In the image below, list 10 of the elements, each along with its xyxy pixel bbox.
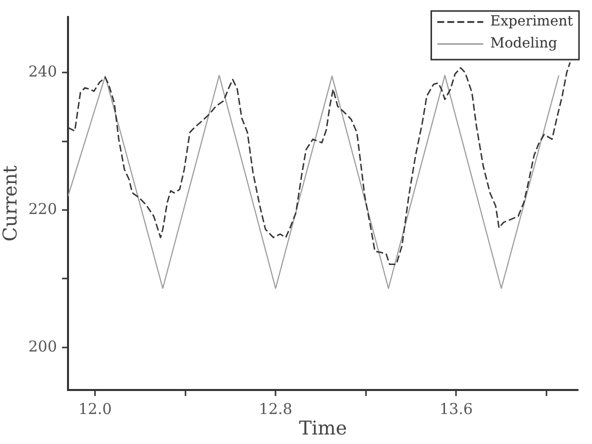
legend-label: Modeling: [490, 36, 558, 52]
x-tick-label: 13.6: [439, 400, 473, 418]
legend-label: Experiment: [490, 14, 574, 30]
y-tick-label: 200: [28, 337, 57, 356]
x-axis-title: Time: [298, 418, 348, 440]
y-axis-title: Current: [0, 165, 22, 242]
x-tick-label: 12.8: [258, 400, 292, 418]
y-tick-label: 220: [28, 200, 57, 218]
y-tick-label: 240: [28, 62, 57, 81]
x-tick-label: 12.0: [78, 400, 112, 418]
